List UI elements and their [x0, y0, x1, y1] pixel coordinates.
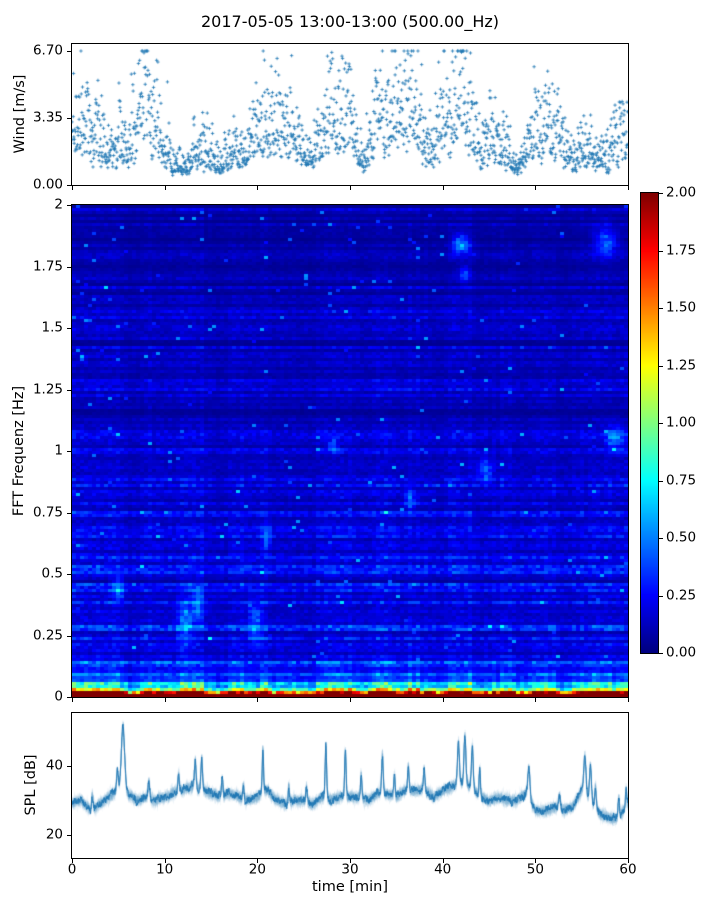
colorbar-tick-mark	[659, 653, 663, 654]
x-tick-label: 0	[67, 861, 77, 878]
spl-xtick-mark	[257, 859, 259, 863]
colorbar-tick-mark	[659, 308, 663, 309]
spectrogram-ytick-mark	[67, 266, 71, 268]
wind-ytick-label: 3.35	[32, 109, 63, 126]
spectrogram-ytick-mark	[67, 328, 71, 329]
spl-xtick-mark	[164, 859, 166, 863]
wind-xtick-mark	[257, 186, 259, 190]
spectrogram-ytick-label: 0.5	[41, 565, 63, 582]
spl-line-canvas	[72, 713, 628, 858]
spectrogram-xtick-mark	[535, 698, 537, 702]
spl-xtick-mark	[535, 859, 537, 863]
spectrogram-ytick-mark	[67, 574, 71, 575]
wind-xtick-mark	[628, 186, 629, 190]
spl-ylabel: SPL [dB]	[23, 754, 39, 816]
spectrogram-ytick-mark	[67, 205, 71, 206]
colorbar-tick-label: 0.75	[666, 471, 697, 488]
spectrogram-xtick-mark	[257, 698, 259, 702]
spl-plot	[71, 712, 629, 859]
x-tick-label: 40	[434, 861, 452, 878]
wind-xtick-mark	[164, 186, 166, 190]
wind-ytick-label: 0.00	[32, 176, 63, 193]
spectrogram-ytick-label: 1	[54, 442, 63, 459]
spectrogram-ytick-mark	[67, 697, 71, 698]
wind-ytick-label: 6.70	[32, 42, 63, 59]
spectrogram-ytick-mark	[67, 451, 71, 452]
colorbar-tick-label: 2.00	[666, 184, 697, 201]
colorbar-tick-label: 1.00	[666, 414, 697, 431]
wind-ytick-mark	[67, 51, 71, 52]
wind-xtick-mark	[72, 186, 73, 190]
spl-xtick-mark	[350, 859, 351, 863]
spl-xtick-mark	[72, 859, 73, 863]
spectrogram-ytick-label: 1.25	[32, 380, 63, 397]
spectrogram-xtick-mark	[442, 698, 444, 702]
spectrogram-ylabel: FFT Frequenz [Hz]	[11, 385, 27, 517]
spl-xtick-mark	[442, 859, 444, 863]
spl-ytick-label: 20	[45, 826, 63, 843]
spectrogram-ytick-mark	[67, 635, 71, 637]
spectrogram-xtick-mark	[164, 698, 166, 702]
spectrogram-xtick-mark	[350, 698, 351, 702]
wind-ytick-mark	[67, 185, 71, 186]
wind-ylabel: Wind [m/s]	[12, 74, 28, 154]
colorbar-tick-mark	[659, 365, 663, 367]
x-tick-label: 10	[156, 861, 174, 878]
spl-ytick-mark	[67, 766, 71, 768]
wind-scatter-canvas	[72, 44, 628, 185]
wind-ytick-mark	[67, 118, 71, 119]
spectrogram-heatmap-canvas	[72, 205, 628, 697]
spectrogram-xtick-mark	[628, 698, 629, 702]
colorbar-tick-label: 0.25	[666, 586, 697, 603]
colorbar-tick-label: 0.50	[666, 529, 697, 546]
spl-xtick-mark	[628, 859, 629, 863]
colorbar	[640, 192, 659, 654]
spectrogram-ytick-label: 0	[54, 688, 63, 705]
x-tick-label: 20	[248, 861, 266, 878]
spectrogram-plot	[71, 204, 629, 698]
colorbar-tick-mark	[659, 480, 663, 482]
wind-xtick-mark	[442, 186, 444, 190]
colorbar-tick-mark	[659, 595, 663, 597]
wind-plot	[71, 43, 629, 186]
x-tick-label: 50	[526, 861, 544, 878]
colorbar-tick-mark	[659, 423, 663, 424]
wind-xtick-mark	[535, 186, 537, 190]
colorbar-tick-label: 0.00	[666, 644, 697, 661]
spectrogram-ytick-label: 2	[54, 196, 63, 213]
x-tick-label: 30	[341, 861, 359, 878]
spl-ytick-label: 40	[45, 757, 63, 774]
colorbar-tick-label: 1.25	[666, 356, 697, 373]
spectrogram-ytick-mark	[67, 512, 71, 514]
spectrogram-ytick-mark	[67, 389, 71, 391]
x-tick-label: 60	[619, 861, 637, 878]
spl-ytick-mark	[67, 834, 71, 836]
colorbar-tick-label: 1.50	[666, 299, 697, 316]
wind-xtick-mark	[350, 186, 351, 190]
figure-title: 2017-05-05 13:00-13:00 (500.00_Hz)	[200, 12, 500, 31]
colorbar-gradient-canvas	[641, 193, 658, 653]
colorbar-tick-label: 1.75	[666, 241, 697, 258]
spectrogram-xtick-mark	[72, 698, 73, 702]
colorbar-tick-mark	[659, 250, 663, 252]
spectrogram-ytick-label: 1.5	[41, 319, 63, 336]
spectrogram-ytick-label: 0.25	[32, 626, 63, 643]
colorbar-tick-mark	[659, 538, 663, 539]
colorbar-tick-mark	[659, 193, 663, 194]
spectrogram-ytick-label: 0.75	[32, 503, 63, 520]
x-axis-label: time [min]	[311, 879, 389, 895]
spectrogram-ytick-label: 1.75	[32, 257, 63, 274]
